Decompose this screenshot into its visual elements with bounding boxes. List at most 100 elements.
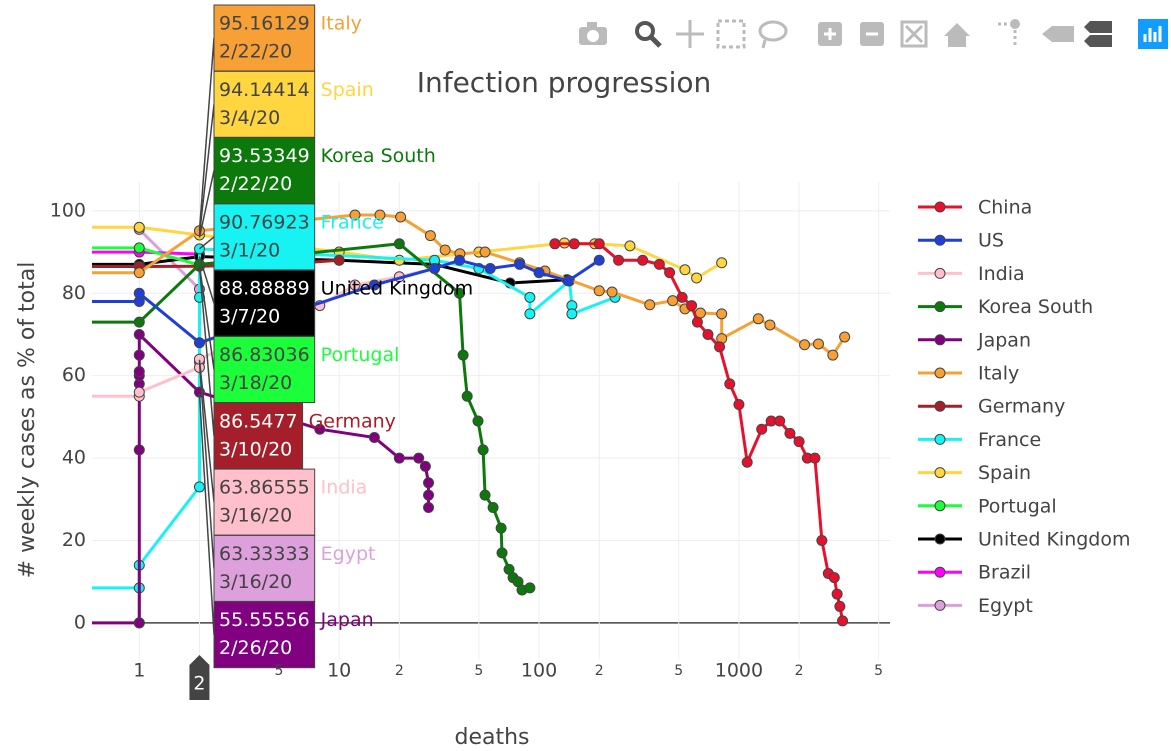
hover-date: 2/22/20 — [219, 41, 292, 63]
legend-label: France — [978, 429, 1041, 451]
hover-pointer — [198, 104, 215, 236]
hover-name: India — [321, 477, 368, 499]
data-point — [419, 460, 431, 472]
data-point — [568, 238, 580, 250]
data-point — [834, 600, 846, 612]
hover-closest-button[interactable] — [1042, 26, 1074, 42]
data-point — [812, 338, 824, 350]
x-tick-label: 10 — [327, 660, 351, 682]
data-point — [423, 502, 435, 514]
hover-box — [213, 468, 316, 536]
hover-value: 88.88889 — [219, 278, 310, 300]
hover-name: Germany — [309, 410, 396, 432]
y-tick-label: 20 — [62, 529, 86, 551]
hover-label: 90.76923 3/1/20 France — [198, 203, 384, 271]
hover-value: 90.76923 — [219, 211, 310, 233]
data-point — [349, 209, 361, 221]
hover-value: 86.83036 — [219, 344, 310, 366]
zoom-button[interactable] — [635, 21, 662, 48]
data-point — [333, 254, 345, 266]
hover-date: 3/10/20 — [219, 438, 292, 460]
data-point — [314, 423, 326, 435]
hover-label: 86.5477 3/10/20 Germany — [198, 266, 396, 470]
x-tick-label: 5 — [874, 663, 883, 679]
legend-marker — [934, 599, 946, 611]
hover-pointer — [198, 265, 215, 370]
x-axis-title: deaths — [454, 725, 529, 750]
hover-label: 88.88889 3/7/20 United Kingdom — [198, 256, 474, 337]
data-point — [691, 272, 703, 284]
legend-marker — [934, 334, 946, 346]
legend-marker — [934, 201, 946, 213]
data-point — [393, 452, 405, 464]
hover-date: 3/16/20 — [219, 571, 292, 593]
data-point — [741, 456, 753, 468]
box-select-button[interactable] — [716, 19, 746, 49]
data-point — [524, 291, 536, 303]
x-tick-label: 1 — [133, 660, 145, 682]
hover-box — [213, 601, 316, 669]
legend-label: India — [978, 263, 1025, 285]
data-point — [752, 313, 764, 325]
reset-button[interactable] — [944, 23, 970, 47]
hover-compare-button[interactable] — [1084, 21, 1112, 47]
x-tick-label: 5 — [474, 663, 483, 679]
hover-label: 95.16129 2/22/20 Italy — [198, 4, 362, 231]
data-point — [613, 254, 625, 266]
hover-box — [213, 269, 316, 337]
hover-name: United Kingdom — [321, 278, 474, 300]
data-point — [837, 615, 849, 627]
hover-value: 55.55556 — [219, 609, 310, 631]
data-point — [133, 316, 145, 328]
hover-date: 3/7/20 — [219, 306, 280, 328]
data-point — [716, 257, 728, 269]
data-point — [368, 279, 380, 291]
data-point — [423, 477, 435, 489]
data-point — [816, 535, 828, 546]
zoom-in-button[interactable] — [818, 22, 842, 46]
data-point — [784, 427, 796, 439]
hover-pointer — [198, 256, 215, 304]
hover-pointer — [198, 359, 215, 503]
data-point — [566, 308, 578, 320]
legend-marker — [934, 400, 946, 412]
zoom-out-button[interactable] — [860, 22, 884, 46]
pan-button[interactable] — [676, 20, 704, 48]
hover-box — [213, 203, 316, 271]
data-point — [606, 286, 618, 298]
legend-label: US — [978, 230, 1004, 252]
lasso-button[interactable] — [758, 20, 788, 49]
camera-button[interactable] — [579, 22, 607, 45]
hover-x-label: 2 — [189, 655, 210, 700]
legend-marker — [934, 566, 946, 578]
hover-pointer — [198, 361, 215, 569]
hover-pointer — [198, 266, 215, 436]
data-point — [496, 547, 508, 559]
x-tick-label: 1000 — [715, 660, 763, 682]
data-point — [593, 285, 605, 297]
hover-label: 94.14414 3/4/20 Spain — [198, 70, 374, 236]
hover-box — [213, 336, 316, 403]
data-point — [479, 246, 491, 258]
hover-value: 93.53349 — [219, 145, 310, 167]
legend-label: Korea South — [978, 296, 1093, 318]
data-point — [368, 431, 380, 443]
spike-button[interactable] — [998, 19, 1020, 46]
hover-name: Japan — [320, 609, 374, 631]
data-point — [133, 221, 145, 233]
plotly-logo[interactable] — [1138, 19, 1168, 49]
data-point — [484, 263, 496, 275]
legend-label: Brazil — [978, 562, 1031, 584]
hover-x-box — [189, 655, 210, 700]
data-point — [133, 444, 145, 456]
data-point — [424, 230, 436, 242]
chart-title: Infection progression — [417, 66, 712, 99]
hover-labels: 95.161292/22/20Italy94.144143/4/20Spain9… — [189, 4, 474, 700]
data-point — [133, 242, 145, 254]
data-point — [644, 299, 656, 311]
hover-date: 2/22/20 — [219, 173, 292, 195]
hover-label: 63.33333 3/16/20 Egypt — [198, 361, 376, 602]
data-point — [413, 452, 425, 464]
autoscale-button[interactable] — [900, 20, 928, 48]
legend-label: United Kingdom — [978, 529, 1131, 551]
